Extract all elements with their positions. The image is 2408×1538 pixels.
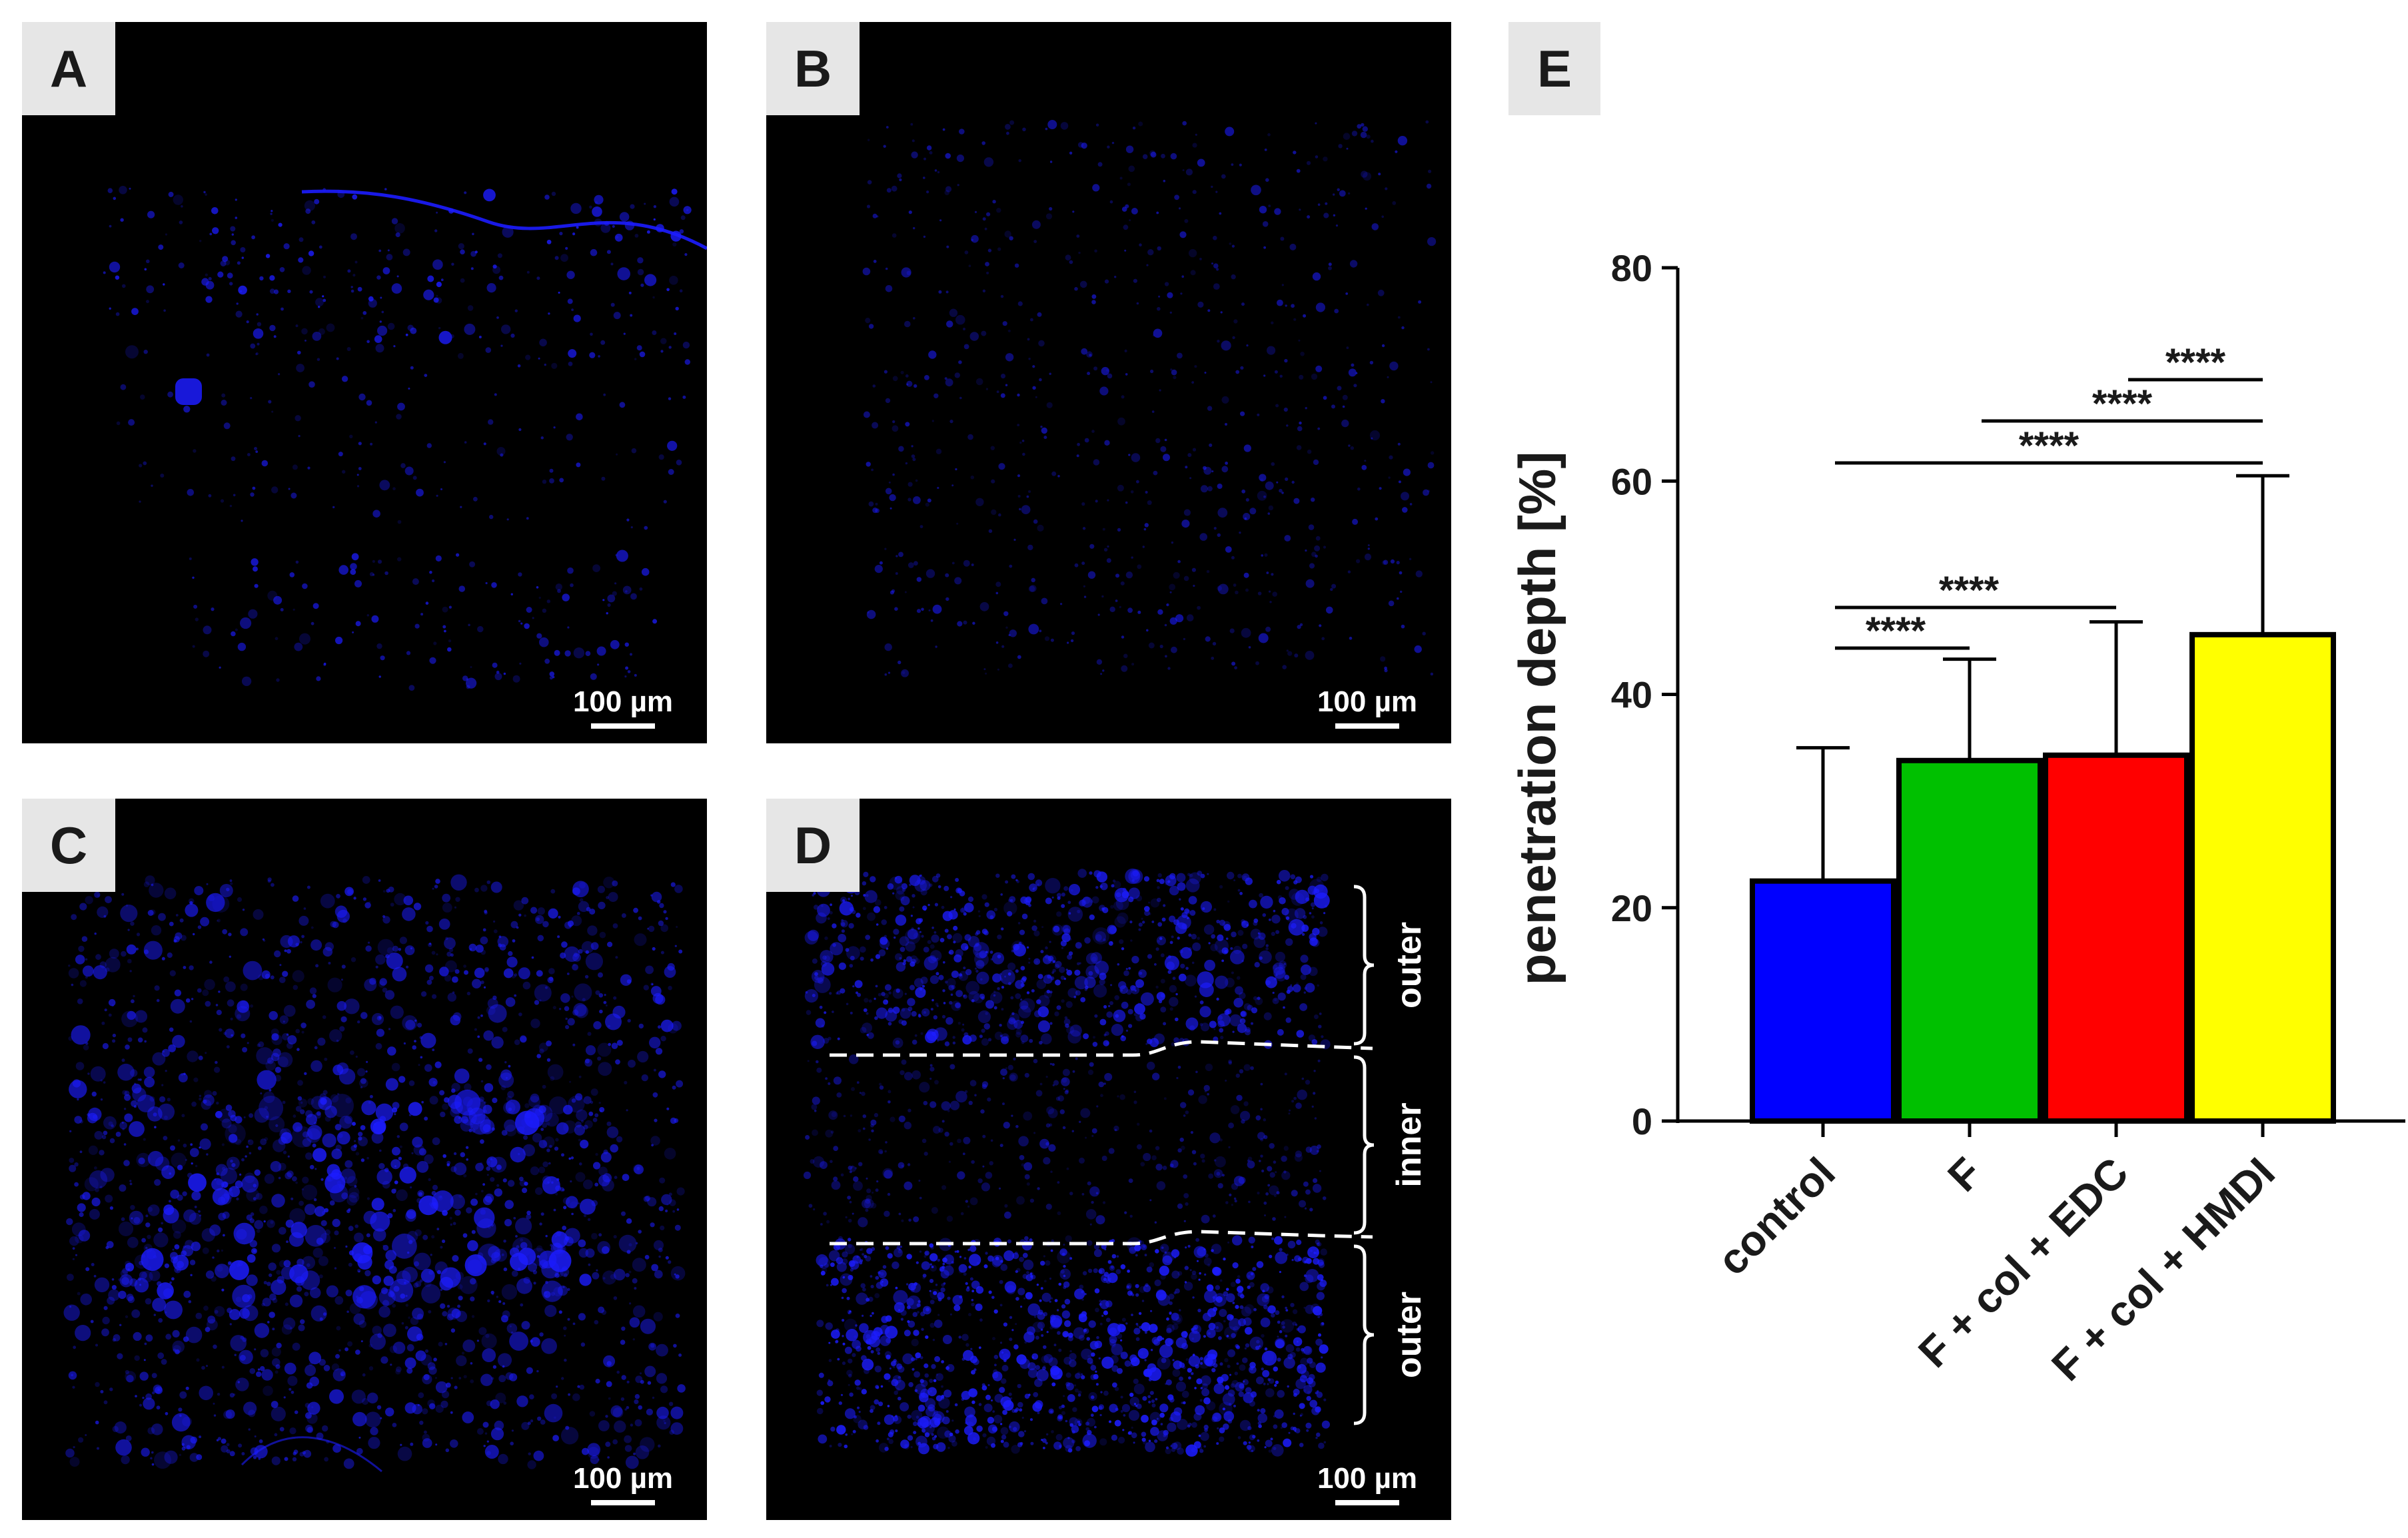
fibre-strand bbox=[241, 1436, 382, 1473]
significance-label-3: **** bbox=[2019, 424, 2080, 468]
x-tick-label-f: F bbox=[1938, 1148, 1991, 1201]
chart-panel-e: E 0 20 40 60 80 penetration depth [%] control F… bbox=[1493, 0, 2408, 1538]
significance-label-2: **** bbox=[1939, 569, 2000, 612]
y-tick-label-0: 0 bbox=[1632, 1100, 1652, 1142]
region-label-outer-bottom: outer bbox=[1390, 1292, 1429, 1378]
scale-bar-b: 100 µm bbox=[1314, 687, 1421, 729]
bar-f-plus-col-plus-hmdi bbox=[2189, 631, 2336, 1124]
micrograph-image-d: outer inner outer bbox=[803, 868, 1429, 1457]
scale-bar-label-a: 100 µm bbox=[572, 685, 674, 718]
bar-control bbox=[1750, 878, 1896, 1124]
scale-bar-line-c bbox=[591, 1500, 655, 1505]
y-tick-label-60: 60 bbox=[1611, 460, 1652, 502]
micrograph-panel-b: B 100 µm bbox=[766, 22, 1451, 743]
panel-label-e: E bbox=[1508, 22, 1600, 115]
significance-label-1: **** bbox=[1866, 609, 1926, 653]
micrograph-panel-c: C 100 µm bbox=[22, 799, 707, 1520]
region-label-outer-top: outer bbox=[1390, 922, 1429, 1008]
scale-bar-line-a bbox=[591, 723, 655, 729]
panel-label-d: D bbox=[766, 799, 860, 892]
panel-label-c: C bbox=[22, 799, 115, 892]
scale-bar-label-d: 100 µm bbox=[1317, 1462, 1418, 1495]
speckle-texture-a bbox=[103, 186, 692, 691]
bright-cluster bbox=[175, 378, 202, 405]
y-axis-label: penetration depth [%] bbox=[1508, 452, 1566, 986]
micrograph-image-a bbox=[103, 186, 707, 691]
fibre-strand bbox=[301, 189, 707, 250]
region-brace bbox=[1353, 1055, 1375, 1235]
significance-label-4: **** bbox=[2092, 382, 2153, 426]
bar-f-plus-col-plus-edc bbox=[2043, 752, 2189, 1124]
significance-label-5: **** bbox=[2165, 341, 2226, 384]
micrograph-image-c bbox=[63, 874, 686, 1473]
bar-f bbox=[1896, 757, 2043, 1124]
micrograph-panel-d: outer inner outer D 100 µm bbox=[766, 799, 1451, 1520]
region-label-inner: inner bbox=[1390, 1102, 1429, 1187]
scale-bar-label-c: 100 µm bbox=[572, 1462, 674, 1495]
micrograph-image-b bbox=[862, 120, 1437, 677]
x-tick-label-control: control bbox=[1708, 1148, 1844, 1284]
panel-label-b: B bbox=[766, 22, 860, 115]
speckle-texture-b bbox=[862, 120, 1437, 677]
speckle-texture-c bbox=[63, 874, 686, 1469]
y-tick-label-80: 80 bbox=[1611, 247, 1652, 289]
region-brace bbox=[1353, 1244, 1375, 1425]
scale-bar-line-d bbox=[1335, 1500, 1399, 1505]
layer-boundary-upper bbox=[830, 1040, 1373, 1057]
scale-bar-label-b: 100 µm bbox=[1317, 685, 1418, 718]
layer-boundary-lower bbox=[830, 1230, 1373, 1246]
micrograph-panel-a: A 100 µm bbox=[22, 22, 707, 743]
scale-bar-d: 100 µm bbox=[1314, 1464, 1421, 1505]
y-tick-label-40: 40 bbox=[1611, 674, 1652, 716]
speckle-texture-d bbox=[803, 868, 1331, 1457]
y-tick-label-20: 20 bbox=[1611, 887, 1652, 929]
scale-bar-c: 100 µm bbox=[570, 1464, 676, 1505]
scale-bar-a: 100 µm bbox=[570, 687, 676, 729]
scale-bar-line-b bbox=[1335, 723, 1399, 729]
panel-label-a: A bbox=[22, 22, 115, 115]
region-brace bbox=[1353, 885, 1375, 1046]
